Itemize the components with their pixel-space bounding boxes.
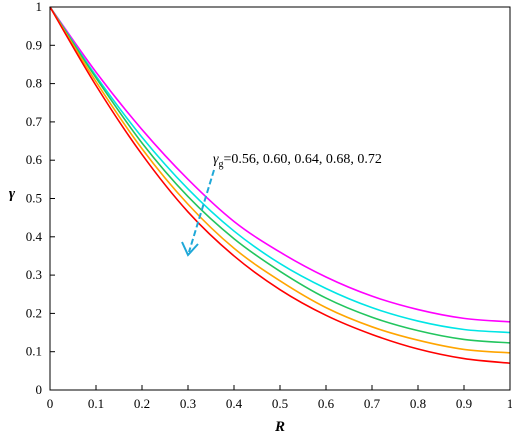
x-tick-label: 0.5 xyxy=(272,396,288,411)
annotation-arrow xyxy=(188,169,215,253)
annotation-text: γg=0.56, 0.60, 0.64, 0.68, 0.72 xyxy=(213,152,382,170)
series-line-5 xyxy=(49,6,511,364)
y-tick-label: 0.9 xyxy=(26,37,42,52)
y-tick-label: 0.1 xyxy=(26,344,42,359)
series-line-4 xyxy=(49,6,511,354)
series-line-3 xyxy=(49,6,511,344)
y-tick-label: 0.5 xyxy=(26,191,42,206)
y-axis-title: γ xyxy=(9,186,16,202)
y-tick-label: 0.8 xyxy=(26,76,42,91)
x-axis-title: R xyxy=(274,419,285,435)
x-tick-label: 0.3 xyxy=(180,396,196,411)
y-tick-label: 0.6 xyxy=(26,152,43,167)
annotation: γg=0.56, 0.60, 0.64, 0.68, 0.72 xyxy=(181,152,382,257)
series-line-1 xyxy=(49,6,511,323)
y-tick-label: 0.4 xyxy=(26,229,43,244)
annotation-values: =0.56, 0.60, 0.64, 0.68, 0.72 xyxy=(224,152,382,167)
y-tick-label: 1 xyxy=(36,0,43,14)
x-tick-label: 1 xyxy=(507,396,512,411)
annotation-subscript: g xyxy=(219,159,224,170)
plot-frame xyxy=(49,6,511,391)
series-line-2 xyxy=(49,6,511,334)
x-tick-label: 0 xyxy=(47,396,54,411)
y-tick-label: 0.2 xyxy=(26,305,42,320)
annotation-arrowhead xyxy=(181,241,199,257)
x-tick-label: 0.2 xyxy=(134,396,150,411)
x-tick-label: 0.9 xyxy=(456,396,472,411)
x-tick-label: 0.7 xyxy=(364,396,381,411)
series-layer xyxy=(49,6,511,364)
x-tick-label: 0.8 xyxy=(410,396,426,411)
y-tick-label: 0 xyxy=(36,382,43,397)
y-tick-label: 0.7 xyxy=(26,114,43,129)
ticks-layer: 0 0.1 0.2 0.3 0.4 0.5 0.6 0.7 0.8 0.9 1 0 0.1 0.2 0.3 0… xyxy=(26,0,512,411)
x-tick-label: 0.6 xyxy=(318,396,335,411)
x-tick-label: 0.4 xyxy=(226,396,243,411)
y-tick-label: 0.3 xyxy=(26,267,42,282)
x-tick-label: 0.1 xyxy=(88,396,104,411)
annotation-symbol: γ xyxy=(213,152,219,167)
